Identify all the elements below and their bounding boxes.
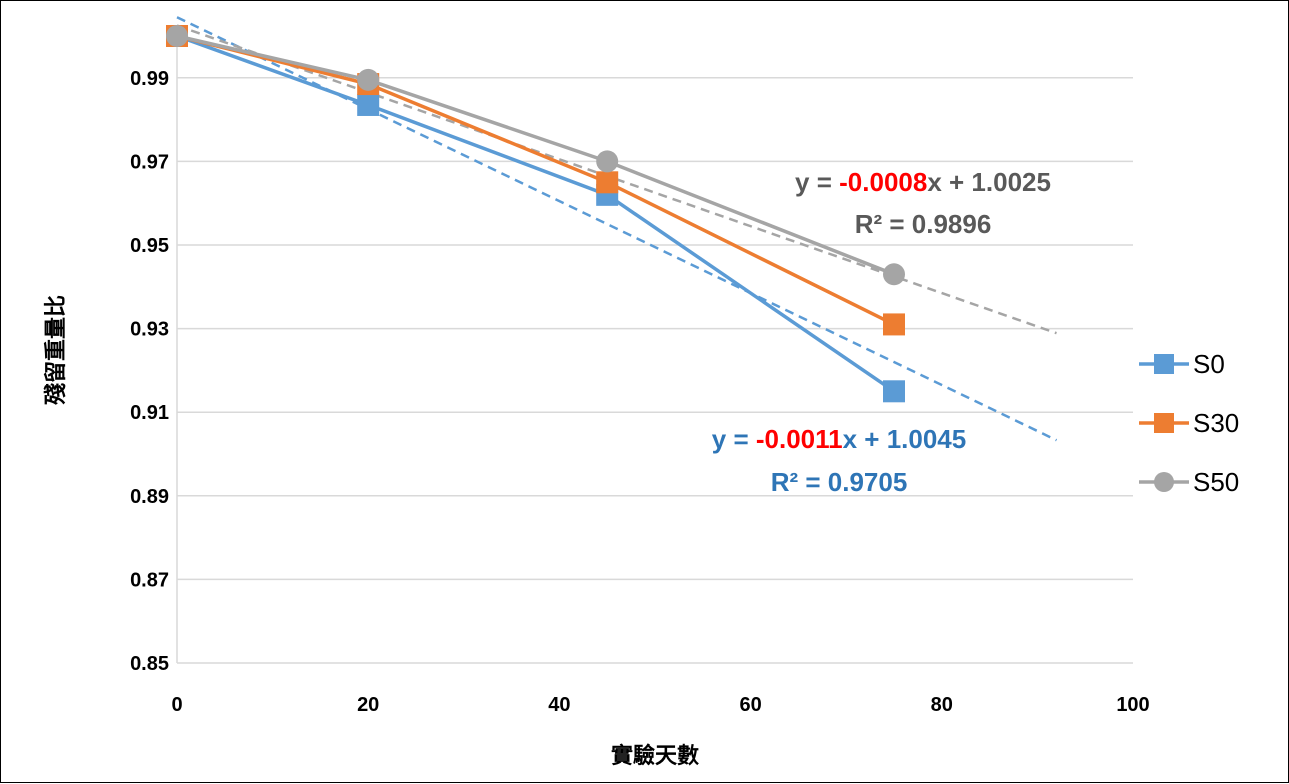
s0-trendline-equation: y = -0.0011x + 1.0045 — [712, 424, 966, 454]
s0-trendline — [176, 16, 1058, 442]
s0-eq-prefix: y = — [712, 424, 756, 454]
y-tick-label: 0.93 — [130, 319, 169, 341]
y-axis-title: 殘留重量比 — [43, 295, 69, 405]
x-tick-label: 20 — [357, 694, 379, 716]
x-tick-label: 100 — [1116, 694, 1149, 716]
s0-eq-suffix: x + 1.0045 — [843, 424, 967, 454]
s30-series-line — [176, 34, 895, 326]
s50-legend-label: S50 — [1193, 467, 1239, 497]
x-tick-labels: 0 20 40 60 80 100 — [171, 694, 1149, 716]
s0-legend-label: S0 — [1193, 349, 1225, 379]
y-tick-label: 0.99 — [130, 68, 169, 90]
y-tick-label: 0.85 — [130, 653, 169, 675]
x-tick-label: 80 — [931, 694, 953, 716]
y-tick-label: 0.91 — [130, 402, 169, 424]
s50-series-line — [176, 34, 895, 276]
legend: S0 S30 S50 — [1139, 349, 1239, 497]
s0-marker — [357, 93, 380, 116]
s50-trendline-equation: y = -0.0008x + 1.0025 — [795, 167, 1051, 197]
s50-eq-suffix: x + 1.0025 — [927, 167, 1051, 197]
y-tick-label: 0.87 — [130, 569, 169, 591]
s50-marker — [166, 25, 188, 47]
y-tick-label: 0.95 — [130, 235, 169, 257]
s50-eq-prefix: y = — [795, 167, 839, 197]
s50-marker — [357, 68, 380, 91]
s0-marker — [883, 380, 905, 403]
s30-legend-marker — [1154, 413, 1174, 433]
s0-series-line — [176, 34, 895, 393]
s50-marker — [883, 263, 905, 286]
s30-marker — [596, 171, 619, 194]
x-tick-label: 40 — [548, 694, 570, 716]
s0-eq-coef: -0.0011 — [756, 424, 843, 454]
gridlines — [177, 77, 1133, 581]
s30-legend-label: S30 — [1193, 408, 1239, 438]
x-axis-title: 實驗天數 — [611, 743, 699, 769]
y-tick-label: 0.97 — [130, 151, 169, 173]
s50-marker — [596, 150, 619, 173]
s0-trendline-r2: R² = 0.9705 — [771, 467, 908, 497]
data-series — [166, 25, 905, 403]
s50-eq-coef: -0.0008 — [839, 167, 927, 197]
s50-legend-marker — [1154, 472, 1174, 492]
x-tick-label: 0 — [171, 694, 182, 716]
s0-legend-marker — [1154, 354, 1174, 374]
x-tick-label: 60 — [739, 694, 761, 716]
y-tick-label: 0.89 — [130, 486, 169, 508]
y-tick-labels: 0.85 0.87 0.89 0.91 0.93 0.95 0.97 0.99 — [130, 68, 169, 675]
s30-marker — [883, 313, 905, 336]
s50-trendline-r2: R² = 0.9896 — [855, 209, 992, 239]
